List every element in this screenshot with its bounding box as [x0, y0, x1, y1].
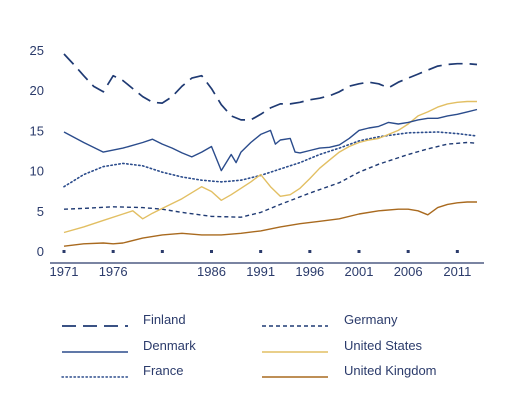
legend-label-france: France [143, 363, 183, 378]
legend-label-finland: Finland [143, 312, 186, 327]
x-tick-label: 1976 [99, 264, 128, 279]
x-tick-label: 2011 [443, 264, 471, 279]
legend: Finland Germany Denmark United States France… [61, 312, 437, 378]
x-tick-label: 1996 [295, 264, 324, 279]
x-tick-mark [406, 250, 410, 253]
x-tick-mark [357, 250, 361, 253]
y-tick-label: 5 [37, 204, 44, 219]
series-line-denmark [63, 108, 478, 172]
x-tick-label: 2006 [394, 264, 423, 279]
legend-label-united-states: United States [344, 338, 423, 353]
y-tick-label: 10 [30, 164, 44, 179]
series-line-united-states [63, 100, 477, 234]
x-tick-label: 1986 [197, 264, 226, 279]
x-tick-mark [62, 250, 66, 253]
series-lines [63, 53, 478, 247]
legend-label-germany: Germany [344, 312, 398, 327]
x-tick-mark [259, 250, 263, 253]
x-tick-label: 2001 [345, 264, 374, 279]
legend-label-denmark: Denmark [143, 338, 196, 353]
x-tick-mark [210, 250, 213, 253]
series-line-germany [63, 141, 478, 218]
x-tick-mark [111, 250, 115, 253]
x-tick-label: 1991 [246, 264, 275, 279]
series-line-france [63, 131, 478, 188]
y-tick-label: 25 [30, 43, 44, 58]
y-tick-label: 15 [30, 123, 44, 138]
series-line-united-kingdom [63, 201, 477, 247]
x-tick-label: 1971 [50, 264, 79, 279]
x-tick-mark [308, 250, 312, 253]
y-axis-ticks: 0 5 10 15 20 25 [30, 43, 44, 259]
y-tick-label: 20 [30, 83, 44, 98]
legend-label-united-kingdom: United Kingdom [344, 363, 437, 378]
y-tick-label: 0 [37, 244, 44, 259]
x-axis: 1971 1976 1986 1991 1996 2001 2006 2011 [50, 250, 484, 279]
x-tick-mark [455, 250, 459, 253]
x-tick-mark [160, 250, 164, 253]
series-line-finland [63, 53, 478, 121]
